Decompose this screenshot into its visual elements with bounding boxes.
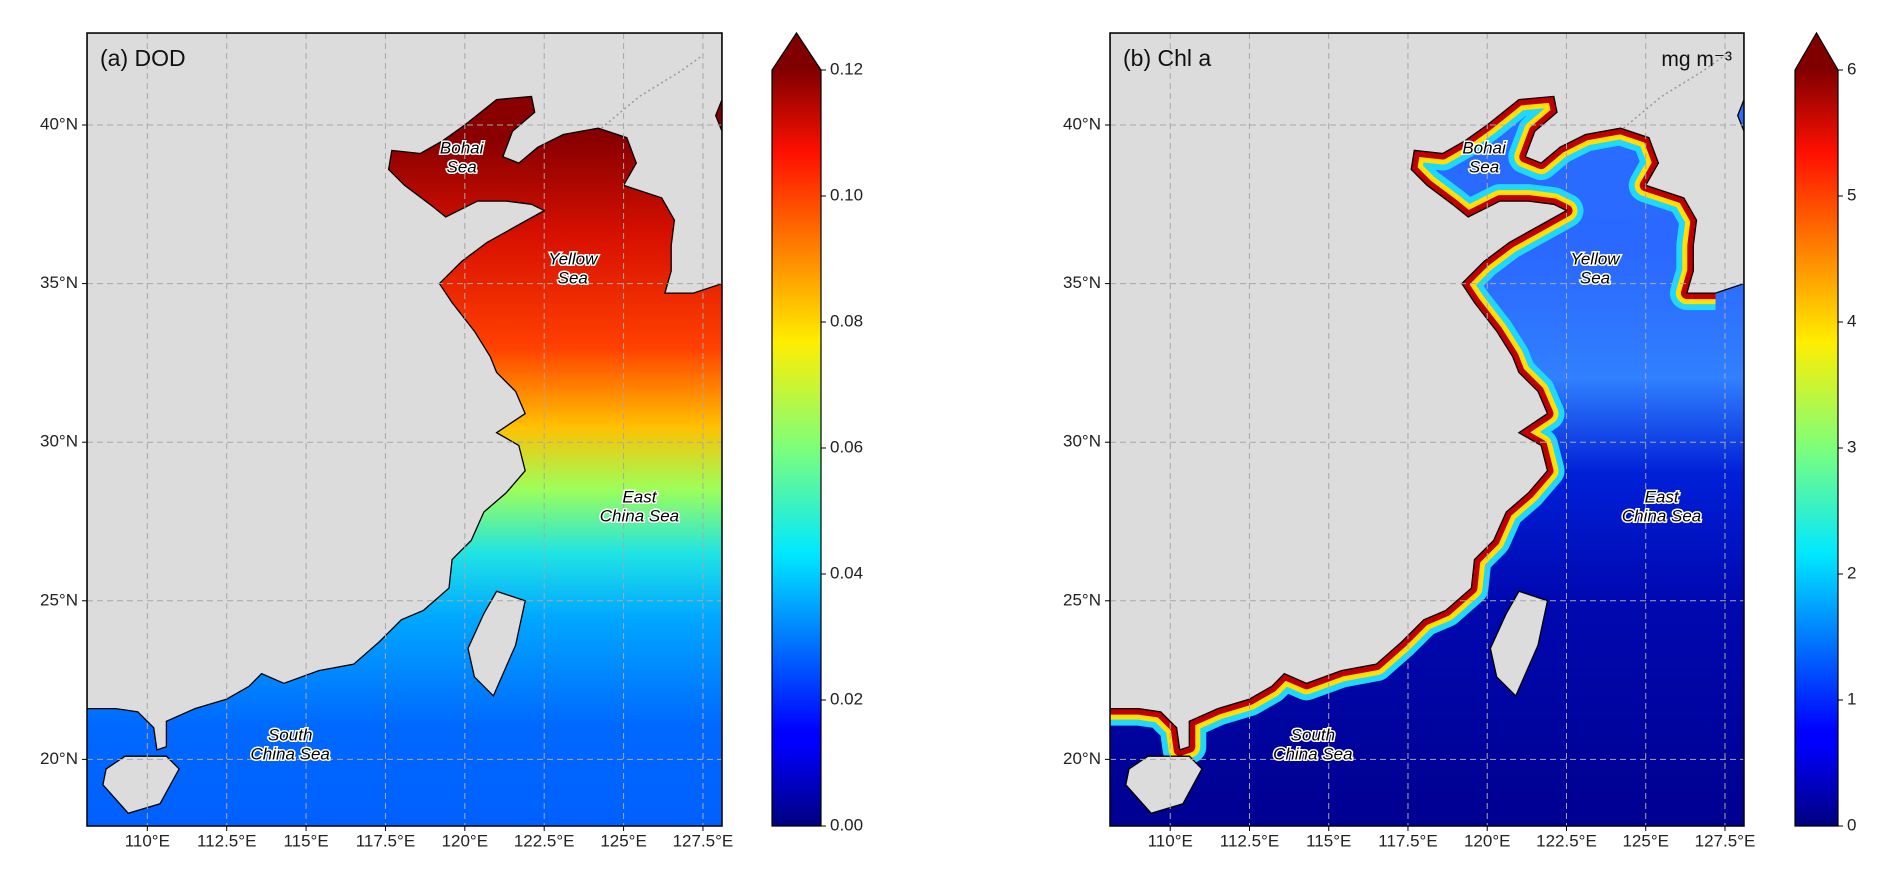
x-tick-label: 125°E	[1622, 831, 1669, 850]
region-label: China Sea	[600, 506, 679, 525]
colorbar-tick-label: 0.04	[830, 563, 863, 582]
colorbar-tick-label: 2	[1847, 563, 1856, 582]
x-tick-label: 120°E	[1464, 831, 1511, 850]
x-tick-label: 115°E	[283, 831, 328, 850]
x-tick-label: 110°E	[125, 831, 170, 850]
x-tick-label: 122.5°E	[1536, 831, 1597, 850]
region-label: Bohai	[440, 139, 485, 158]
colorbar-tick-label: 1	[1847, 689, 1856, 708]
x-tick-label: 115°E	[1306, 831, 1351, 850]
y-tick-label: 35°N	[40, 273, 78, 292]
land	[87, 33, 722, 751]
region-label: Yellow	[548, 250, 599, 269]
region-label: China Sea	[1622, 506, 1701, 525]
island-hainan	[1125, 755, 1203, 815]
map-panel: 110°E 112.5°E 115°E 117.5°E 120°E 122.5°E 125°…	[40, 31, 863, 850]
y-tick-label: 35°N	[1063, 273, 1101, 292]
map-frame	[86, 32, 723, 827]
x-tick-label: 120°E	[442, 831, 489, 850]
colorbar-tick-label: 0.06	[830, 437, 863, 456]
y-tick-label: 25°N	[1063, 590, 1101, 609]
colorbar-extend	[772, 33, 821, 70]
region-label: Sea	[1469, 158, 1499, 177]
panel-title: (a) DOD	[100, 45, 186, 71]
region-label: Sea	[447, 158, 477, 177]
island-taiwan	[1489, 590, 1549, 698]
x-tick-label: 122.5°E	[514, 831, 575, 850]
colorbar-tick-label: 0.00	[830, 815, 863, 834]
border	[1623, 54, 1726, 129]
y-tick-label: 20°N	[1063, 749, 1101, 768]
map-panel: 110°E 112.5°E 115°E 117.5°E 120°E 122.5°E 125°…	[1063, 31, 1856, 850]
colorbar-scale	[772, 70, 821, 826]
region-label: China Sea	[251, 744, 330, 763]
island-hainan	[102, 755, 180, 815]
y-tick-label: 30°N	[1063, 432, 1101, 451]
y-tick-label: 20°N	[40, 749, 78, 768]
map-area	[1110, 33, 1744, 826]
y-tick-label: 40°N	[1063, 114, 1101, 133]
colorbar: 0 1 2 3 4 5 6	[1794, 31, 1856, 834]
region-label: South	[268, 725, 312, 744]
y-tick-label: 30°N	[40, 432, 78, 451]
colorbar-scale	[1795, 70, 1838, 826]
island-taiwan	[467, 590, 526, 698]
x-tick-label: 125°E	[600, 831, 647, 850]
colorbar: 0.00 0.02 0.04 0.06 0.08 0.10 0.12	[771, 31, 863, 834]
region-label: South	[1291, 725, 1335, 744]
region-label: Sea	[1580, 269, 1610, 288]
panel-title: (b) Chl a	[1123, 45, 1211, 71]
x-tick-label: 117.5°E	[1378, 831, 1437, 850]
colorbar-tick-label: 3	[1847, 437, 1856, 456]
colorbar-tick-label: 0.10	[830, 185, 863, 204]
x-tick-label: 112.5°E	[1220, 831, 1279, 850]
colorbar-tick-label: 0.12	[830, 59, 863, 78]
region-label: Yellow	[1570, 250, 1621, 269]
x-tick-label: 112.5°E	[197, 831, 256, 850]
x-tick-label: 117.5°E	[356, 831, 415, 850]
map-frame	[1109, 32, 1745, 827]
map-area	[87, 33, 722, 826]
colorbar-frame	[1794, 31, 1839, 827]
colorbar-tick-label: 0.08	[830, 311, 863, 330]
land	[1110, 33, 1744, 751]
x-tick-label: 110°E	[1148, 831, 1193, 850]
colorbar-tick-label: 5	[1847, 185, 1856, 204]
x-tick-label: 127.5°E	[1695, 831, 1756, 850]
colorbar-tick-label: 4	[1847, 311, 1856, 330]
region-label: East	[1645, 487, 1680, 506]
region-label: Bohai	[1462, 139, 1507, 158]
y-tick-label: 25°N	[40, 590, 78, 609]
x-tick-label: 127.5°E	[673, 831, 734, 850]
units-label: mg m⁻³	[1661, 48, 1732, 71]
region-label: China Sea	[1273, 744, 1352, 763]
region-label: East	[622, 487, 657, 506]
colorbar-frame	[771, 31, 822, 827]
y-tick-label: 40°N	[40, 114, 78, 133]
region-label: Sea	[558, 269, 588, 288]
colorbar-tick-label: 0	[1847, 815, 1856, 834]
border	[600, 54, 704, 129]
colorbar-tick-label: 0.02	[830, 689, 863, 708]
colorbar-extend	[1795, 33, 1838, 70]
colorbar-tick-label: 6	[1847, 59, 1856, 78]
